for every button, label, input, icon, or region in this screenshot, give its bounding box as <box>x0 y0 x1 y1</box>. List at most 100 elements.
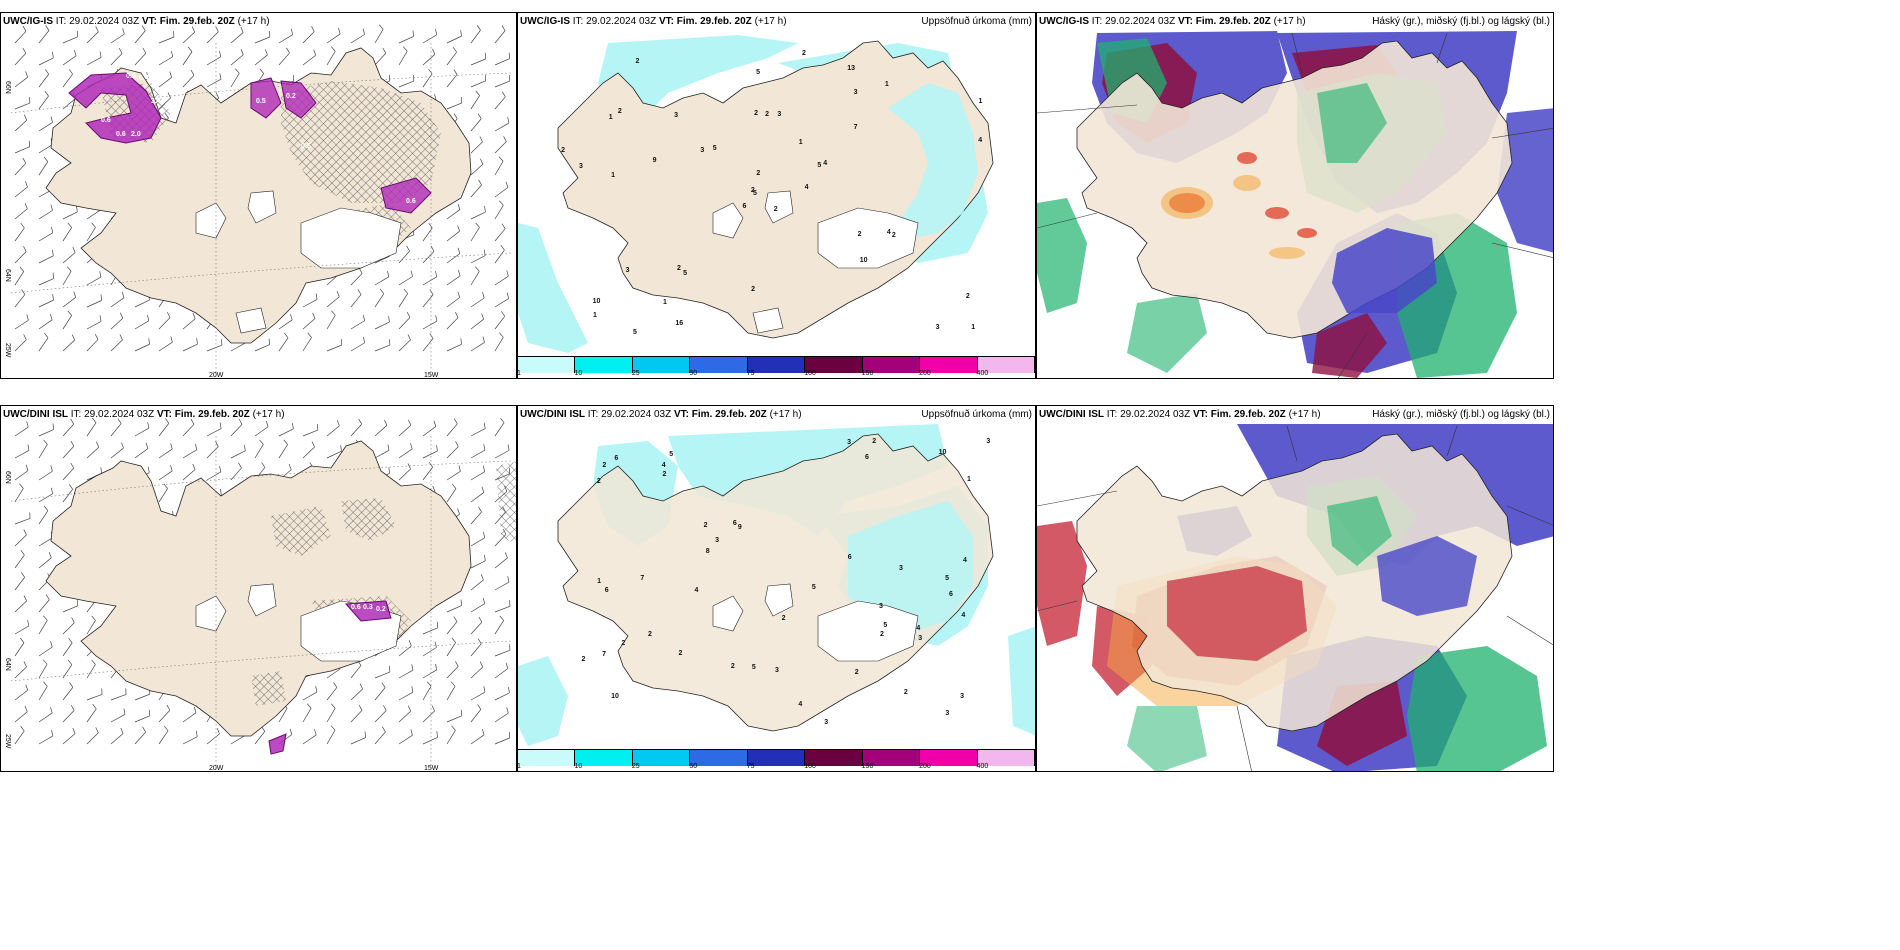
wind-barb-feather <box>290 28 294 35</box>
cloud-title: Háský (gr.), miðský (fj.bl.) og lágský (… <box>1372 16 1550 27</box>
wind-barb-feather <box>195 730 198 737</box>
precip-value: 3 <box>918 635 923 643</box>
panel-header: UWC/DINI ISL IT: 29.02.2024 03Z VT: Fim.… <box>3 409 285 420</box>
wind-barb-feather <box>479 661 484 668</box>
colorbar-swatch <box>920 357 978 373</box>
wind-barb <box>230 54 244 66</box>
wind-barb-feather <box>26 421 29 428</box>
wind-barb-feather <box>25 71 28 78</box>
wind-barb <box>302 446 315 459</box>
wind-map <box>10 24 512 378</box>
wind-barb <box>62 622 75 635</box>
wind-barb <box>398 317 411 330</box>
wind-barb-feather <box>501 311 506 317</box>
wind-barb-feather <box>480 574 484 581</box>
wind-barb <box>110 423 122 437</box>
wind-barb <box>86 422 97 437</box>
wind-barb <box>182 424 195 437</box>
high-cloud <box>1377 536 1477 616</box>
wind-barb-feather <box>20 549 25 556</box>
wind-barb-feather <box>507 444 510 451</box>
wind-barb-feather <box>188 46 193 52</box>
precip-area <box>848 501 973 631</box>
wind-barb <box>62 74 73 88</box>
wind-barb <box>254 444 264 459</box>
colorbar-swatch <box>805 357 863 373</box>
wind-barb <box>446 51 457 66</box>
precip-value: 6 <box>949 590 953 598</box>
wind-barb-feather <box>19 266 25 272</box>
wind-barb <box>470 271 480 286</box>
low-cloud <box>1327 496 1392 566</box>
wind-barb <box>38 686 48 701</box>
wind-barb <box>14 339 27 352</box>
wind-barb-feather <box>92 703 97 710</box>
wind-barb <box>38 599 50 613</box>
wind-barb <box>38 444 48 459</box>
wind-barb <box>398 293 408 308</box>
wind-barb-feather <box>190 418 195 425</box>
wind-barb <box>158 341 173 352</box>
precip-value: 4 <box>804 184 809 192</box>
wind-barb <box>494 96 506 110</box>
wind-barb-feather <box>503 136 507 142</box>
snow-hatch-area <box>496 461 516 545</box>
precip-value: 1 <box>971 324 976 332</box>
lon-label: 20W <box>209 372 224 379</box>
wind-barb <box>422 627 438 635</box>
wind-barb <box>326 668 341 679</box>
wind-barb-feather <box>147 422 150 429</box>
wind-barb <box>278 428 294 437</box>
wind-barb-feather <box>146 72 149 79</box>
wind-barb-feather <box>435 663 438 670</box>
wind-barb <box>86 620 96 635</box>
wind-barb <box>86 339 99 352</box>
colorbar-label: 10 <box>574 763 583 770</box>
wind-map-panel-bottom: UWC/DINI ISL IT: 29.02.2024 03Z VT: Fim.… <box>0 405 517 772</box>
wind-barb <box>206 471 221 481</box>
colorbar-label: 150 <box>861 370 874 377</box>
wind-barb <box>254 54 268 66</box>
wind-barb <box>494 249 505 264</box>
wind-barb-feather <box>284 332 289 339</box>
wind-barb-feather <box>336 291 340 297</box>
wind-barb <box>494 557 508 569</box>
wind-barb <box>374 29 384 44</box>
wind-barb <box>110 713 126 723</box>
wind-barb-feather <box>20 572 25 578</box>
wind-barb <box>110 317 124 330</box>
precip-value: 5 <box>753 189 757 197</box>
wind-barb <box>398 735 413 745</box>
wind-barb <box>134 299 150 308</box>
colorbar-swatch <box>690 357 748 373</box>
precip-value: 5 <box>945 575 950 583</box>
wind-barb-feather <box>363 336 366 343</box>
snow-area <box>268 733 287 755</box>
wind-barb <box>494 450 510 459</box>
wind-barb-feather <box>45 25 50 31</box>
wind-barb <box>38 210 53 220</box>
wind-barb <box>446 446 459 459</box>
wind-barb <box>446 605 462 613</box>
wind-barb <box>374 671 390 679</box>
colorbar-swatch <box>805 750 863 766</box>
wind-barb-feather <box>338 28 341 35</box>
wind-barb-feather <box>195 443 198 450</box>
precip-value: 4 <box>798 701 803 709</box>
wind-barb-feather <box>336 420 340 427</box>
wind-barb-feather <box>99 315 102 322</box>
wind-barb-feather <box>483 444 486 451</box>
wind-barb-feather <box>412 30 414 37</box>
wind-barb-feather <box>288 464 292 470</box>
precip-map <box>518 424 1035 746</box>
wind-barb-feather <box>66 266 72 272</box>
wind-barb <box>446 317 459 330</box>
wind-barb <box>470 428 486 437</box>
wind-barb <box>86 694 103 701</box>
wind-barb <box>62 445 75 459</box>
wind-barb <box>470 492 485 503</box>
wind-barb-feather <box>403 46 408 52</box>
wind-barb <box>158 448 173 459</box>
precip-value: 5 <box>683 269 688 277</box>
wind-barb <box>14 666 27 679</box>
